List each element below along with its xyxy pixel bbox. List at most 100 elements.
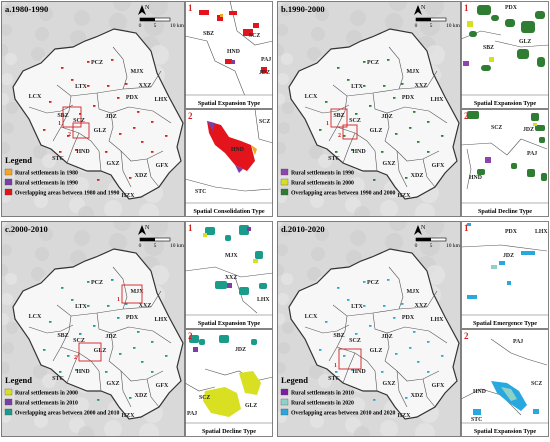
settlement-patch: [133, 127, 136, 129]
relief-texture: [73, 397, 89, 413]
settlement-patch: [325, 321, 328, 323]
boundary-line: [184, 382, 216, 392]
caption-bg: [185, 315, 273, 329]
settlement-patch: [251, 339, 257, 345]
inset-frame: [461, 329, 549, 437]
inset-place-label: SCZ: [491, 125, 502, 131]
inset-place-label: PDX: [505, 5, 518, 11]
north-arrow-icon: [138, 5, 146, 15]
legend-swatch: [4, 168, 13, 176]
township-boundary: [304, 104, 350, 114]
north-arrow-icon: [138, 225, 146, 235]
caption-bg: [185, 203, 273, 217]
settlement-patch: [517, 49, 529, 59]
settlement-patch: [477, 5, 491, 15]
scale-label: 10 km: [446, 23, 461, 29]
legend-swatch: [280, 388, 289, 396]
settlement-patch: [427, 121, 430, 123]
township-boundary: [56, 70, 162, 97]
inset-place-label: JDZ: [503, 253, 514, 259]
settlement-patch: [347, 79, 350, 81]
town-label: GFX: [432, 383, 445, 389]
inset-place-label: SCZ: [199, 395, 210, 401]
inset-art: [184, 0, 274, 97]
settlement-patch: [511, 163, 517, 169]
settlement-patch: [393, 97, 396, 99]
inset-locator-box: [342, 124, 358, 140]
town-label: LTX: [351, 304, 363, 310]
settlement-patch: [441, 135, 444, 137]
inset-place-label: HND: [469, 175, 482, 181]
settlement-patch: [87, 305, 90, 307]
relief-texture: [0, 362, 10, 374]
inset-place-label: PAJ: [513, 339, 523, 345]
settlement-patch: [141, 361, 144, 363]
relief-texture: [389, 0, 407, 11]
town-label: JDZ: [105, 114, 116, 120]
relief-texture: [424, 216, 444, 236]
inset-locator-number: 1: [117, 297, 120, 303]
inset-map-1: 1 MJX XXZ LHX Spatial Expansion Type: [184, 221, 274, 329]
panel-svg: PCZ MJX LTX XXZ LCX PDX LHX SBZ JDZ SCZ GLZ HND STC G…: [271, 0, 550, 223]
settlement-patch: [107, 305, 110, 307]
legend-title: Legend: [281, 375, 308, 385]
settlement-patch: [467, 21, 473, 27]
settlement-patch: [117, 97, 120, 99]
settlement-patch: [151, 151, 154, 153]
relief-texture: [274, 362, 286, 374]
relief-texture: [0, 264, 8, 276]
inset-place-label: SBZ: [483, 45, 494, 51]
relief-texture: [276, 24, 288, 36]
relief-texture: [74, 10, 90, 26]
legend-swatch: [280, 188, 289, 196]
relief-texture: [39, 227, 53, 241]
relief-texture: [278, 342, 290, 354]
boundary-line: [490, 338, 548, 366]
inset-place-label: PAJ: [187, 411, 197, 417]
town-label: SCZ: [73, 118, 85, 124]
township-boundary: [342, 132, 356, 164]
town-label: LHX: [430, 97, 444, 103]
relief-texture: [2, 122, 14, 134]
inset-frame: [461, 221, 549, 329]
legend-title: Legend: [5, 155, 32, 165]
relief-texture: [5, 273, 17, 285]
town-label: HND: [352, 149, 366, 155]
relief-texture: [385, 233, 403, 251]
boundary-line: [494, 40, 550, 48]
settlement-patch: [363, 281, 366, 283]
settlement-patch: [111, 279, 114, 281]
inset-art: [184, 335, 274, 417]
settlement-patch: [505, 19, 515, 27]
settlement-patch: [535, 125, 545, 131]
relief-texture: [4, 224, 16, 236]
settlement-patch: [220, 14, 223, 17]
inset-background: [185, 109, 273, 217]
settlement-patch: [235, 165, 243, 173]
town-label: MJX: [131, 289, 145, 295]
boundary-line: [466, 148, 472, 190]
relief-texture: [34, 194, 48, 208]
map-frame: [277, 1, 461, 217]
relief-texture: [42, 154, 56, 168]
town-label: MJX: [407, 69, 421, 75]
town-label: PDX: [402, 315, 415, 321]
settlement-patch: [467, 223, 471, 226]
settlement-patch: [151, 371, 154, 373]
settlement-patch: [225, 235, 231, 241]
panel-title: d.2010-2020: [281, 224, 325, 234]
settlement-patch: [469, 31, 477, 37]
legend-label: Rural settlements in 1990: [291, 171, 354, 177]
inset-locator-number: 2: [74, 355, 77, 361]
town-label: GFX: [156, 383, 169, 389]
settlement-patch: [59, 371, 62, 373]
township-boundary: [396, 150, 408, 188]
settlement-patch: [491, 15, 499, 21]
town-label: LHX: [154, 317, 168, 323]
settlement-patch: [319, 349, 322, 351]
relief-texture: [385, 13, 403, 31]
relief-texture: [74, 230, 90, 246]
panel-a: PCZ MJX LTX XXZ LCX PDX LHX SBZ JDZ SCZ GLZ HND STC G…: [0, 0, 274, 223]
boundary-line: [184, 35, 246, 97]
town-label: HND: [76, 149, 90, 155]
